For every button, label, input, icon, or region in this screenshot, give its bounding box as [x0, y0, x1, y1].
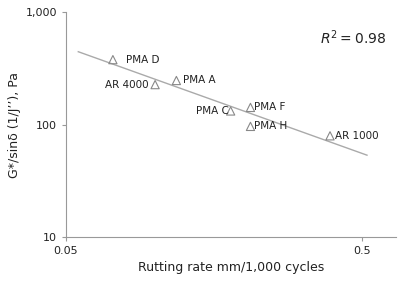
Text: PMA F: PMA F — [254, 102, 286, 113]
Point — [227, 109, 234, 113]
Point — [247, 105, 254, 110]
Text: PMA D: PMA D — [126, 55, 160, 65]
Text: AR 1000: AR 1000 — [335, 131, 379, 141]
Point — [327, 134, 333, 138]
Point — [247, 124, 254, 129]
Point — [109, 57, 116, 62]
Text: PMA H: PMA H — [254, 121, 287, 131]
X-axis label: Rutting rate mm/1,000 cycles: Rutting rate mm/1,000 cycles — [138, 261, 324, 274]
Text: $R^2 = 0.98$: $R^2 = 0.98$ — [320, 28, 386, 47]
Point — [173, 78, 180, 83]
Text: PMA C: PMA C — [196, 106, 229, 116]
Text: AR 4000: AR 4000 — [105, 80, 149, 90]
Text: PMA A: PMA A — [183, 76, 215, 85]
Point — [152, 82, 158, 87]
Y-axis label: G*/sinδ (1/J’’), Pa: G*/sinδ (1/J’’), Pa — [8, 72, 21, 178]
